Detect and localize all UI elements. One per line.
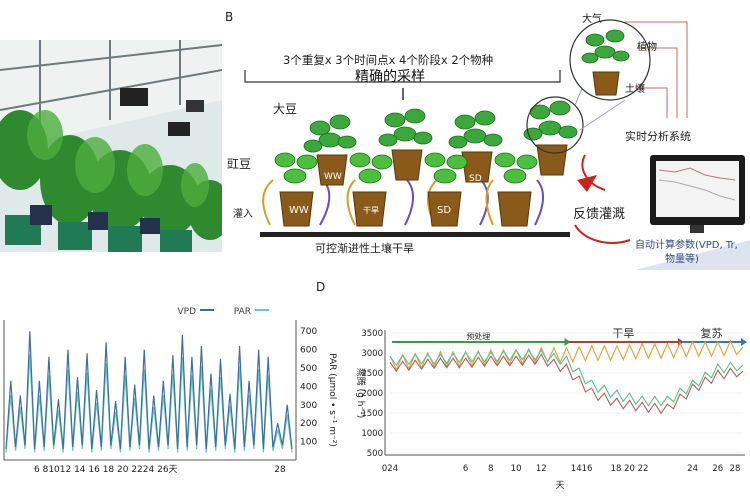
series-line-1 (389, 349, 744, 407)
series-line-2 (389, 353, 744, 415)
design-text: 3个重复x 3个时间点x 4个阶段x 2个物种 (283, 53, 494, 67)
y-tick-right: 100 (300, 438, 317, 448)
atmosphere-label: 大气 (582, 14, 602, 25)
x-tick: 28 (730, 464, 741, 474)
par-axis-label: PAR (μmol • s⁻¹ m⁻²) (327, 353, 337, 447)
x-tick: 12 (536, 464, 547, 474)
x-tick: 1416 (571, 464, 593, 474)
y-tick: 3000 (361, 349, 383, 359)
x-tick: 10 (511, 464, 522, 474)
transpiration-axis-label: 蒸腾 (g h⁻¹) (355, 368, 367, 419)
auto-calc-label: 自动计算参数(VPD, Tr, (635, 240, 738, 251)
legend-label-vpd: VPD (177, 307, 196, 317)
greenhouse-photo (0, 40, 222, 252)
panel-d-letter-visible: D (316, 280, 326, 294)
legend-label-par: PAR (234, 307, 251, 317)
cowpea-label: 豇豆 (227, 157, 252, 171)
x-tick-labels: 6 81012 14 16 18 20 2224 26天 (34, 465, 178, 475)
y-tick: 3500 (361, 329, 383, 339)
feedback-irrigation-label: 反馈灌溉 (573, 207, 626, 222)
pot-label-drought: 干旱 (363, 206, 379, 215)
panel-b-schematic: B 3个重复x 3个时间点x 4个阶段x 2个物种 精确的采样 大豆 豇豆 灌入… (225, 0, 750, 270)
y-tick-right: 600 (300, 346, 317, 356)
x-tick-last: 28 (274, 465, 286, 475)
y-tick: 500 (367, 449, 383, 459)
plant-label: 植物 (637, 42, 657, 53)
y-tick: 1500 (361, 409, 383, 419)
x-tick: 18 20 22 (611, 464, 649, 474)
pot-label-ww-1: WW (289, 205, 309, 216)
x-tick: 6 (463, 464, 468, 474)
y-tick: 2000 (361, 389, 383, 399)
greenhouse-illustration (0, 40, 222, 252)
y-tick-right: 400 (300, 382, 317, 392)
y-tick: 1000 (361, 429, 383, 439)
y-tick-right: 300 (300, 401, 317, 411)
y-tick-right: 200 (300, 419, 317, 429)
pot-label-sd-2: SD (469, 174, 482, 184)
panel-b-letter: B (225, 10, 234, 24)
phase-arrowhead-0 (564, 338, 571, 346)
phase-label-0: 预处理 (466, 331, 490, 341)
auto-calc-label-2: 物量等) (665, 254, 699, 265)
sampling-label: 精确的采样 (355, 69, 425, 85)
y-tick-right: 500 (300, 364, 317, 374)
experiment-diagram (244, 19, 750, 270)
vpd-par-chart: VPD PAR 100 200 300 400 500 600 700 6 81012 14 … (0, 300, 345, 500)
y-tick: 2500 (361, 369, 383, 379)
pot-label-ww-2: WW (324, 172, 342, 182)
soil-part-label: 土壤 (625, 84, 645, 95)
x-tick: 24 (687, 464, 698, 474)
phase-arrowhead-2 (741, 338, 747, 346)
days-axis-label: 天 (555, 481, 564, 491)
irrigation-label: 灌入 (233, 209, 253, 220)
phase-label-1: 干旱 (612, 327, 634, 340)
series-line-vpd (5, 331, 293, 450)
vpd-par-svg: VPD PAR 100 200 300 400 500 600 700 6 81012 14 … (3, 307, 337, 475)
series-line-0 (389, 339, 744, 372)
x-tick: 024 (382, 464, 398, 474)
x-tick: 8 (488, 464, 493, 474)
soybean-label: 大豆 (273, 102, 298, 116)
soil-drought-label: 可控渐进性土壤干旱 (315, 242, 414, 255)
pot-label-sd-1: SD (437, 205, 452, 216)
x-tick: 26 (712, 464, 723, 474)
realtime-analysis-label: 实时分析系统 (625, 130, 691, 143)
y-tick-right: 700 (300, 327, 317, 337)
series-line-par (5, 354, 293, 453)
